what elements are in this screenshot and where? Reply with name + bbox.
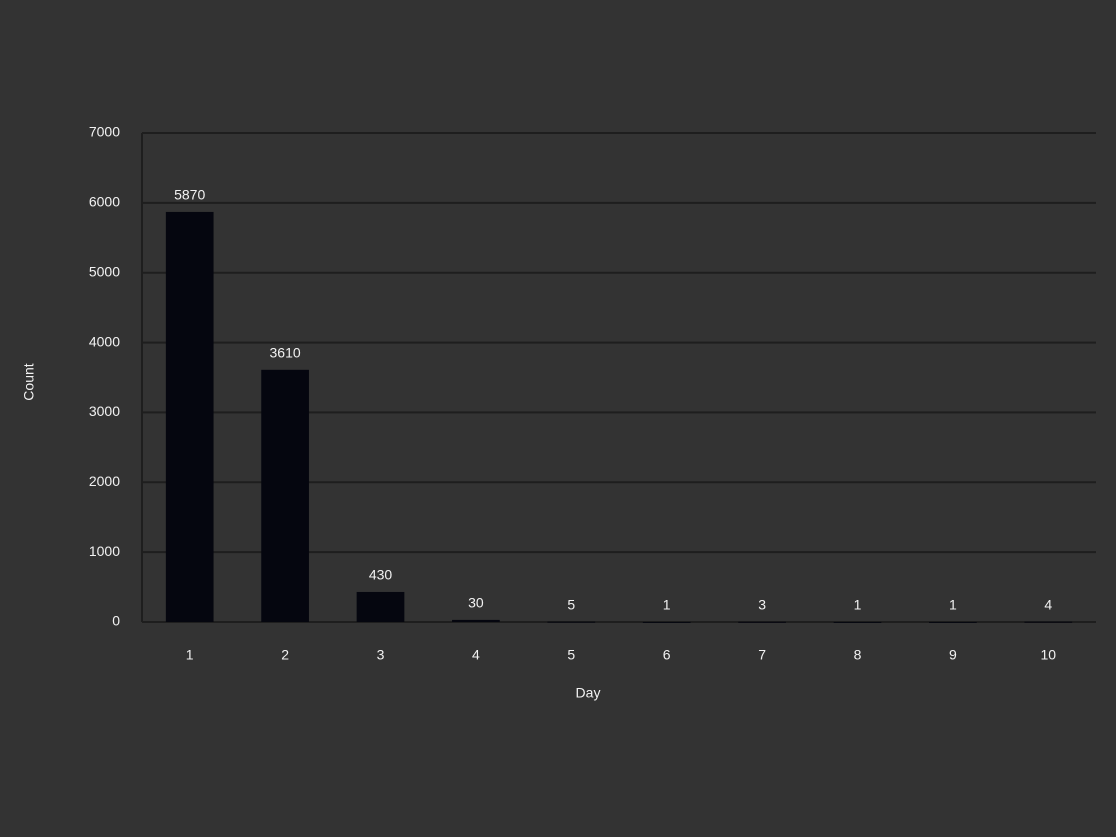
y-tick-label: 5000 [89,263,120,279]
x-axis-label: Day [576,685,601,701]
data-label: 30 [468,595,484,611]
data-label: 1 [663,597,671,613]
y-tick-label: 6000 [89,194,120,210]
bar [165,211,214,622]
bar [929,621,977,623]
bar [642,621,691,623]
bar [833,621,882,623]
bar [356,591,405,622]
y-tick-label: 7000 [89,124,120,140]
x-tick-label: 8 [854,647,862,663]
y-tick-label: 3000 [89,403,120,419]
x-tick-label: 2 [281,647,289,663]
x-tick-label: 10 [1041,647,1057,663]
data-label: 3 [758,596,766,612]
y-tick-label: 1000 [89,543,120,559]
data-label: 4 [1044,596,1052,612]
x-tick-label: 1 [186,647,194,663]
bar [547,621,596,623]
data-label: 1 [854,597,862,613]
x-tick-label: 5 [567,647,575,663]
y-tick-label: 4000 [89,333,120,349]
x-tick-label: 4 [472,647,480,663]
x-tick-label: 6 [663,647,671,663]
data-label: 5 [567,596,575,612]
data-label: 1 [949,597,957,613]
y-tick-label: 2000 [89,473,120,489]
bar [1024,621,1073,623]
data-label: 3610 [270,345,301,361]
bar [738,621,786,623]
y-tick-label: 0 [112,613,120,629]
x-tick-label: 7 [758,647,766,663]
bar [452,619,500,622]
y-axis-label: Count [21,363,37,400]
x-tick-label: 9 [949,647,957,663]
data-label: 430 [369,567,393,583]
x-tick-label: 3 [377,647,385,663]
data-label: 5870 [174,187,205,203]
bar [261,369,309,622]
